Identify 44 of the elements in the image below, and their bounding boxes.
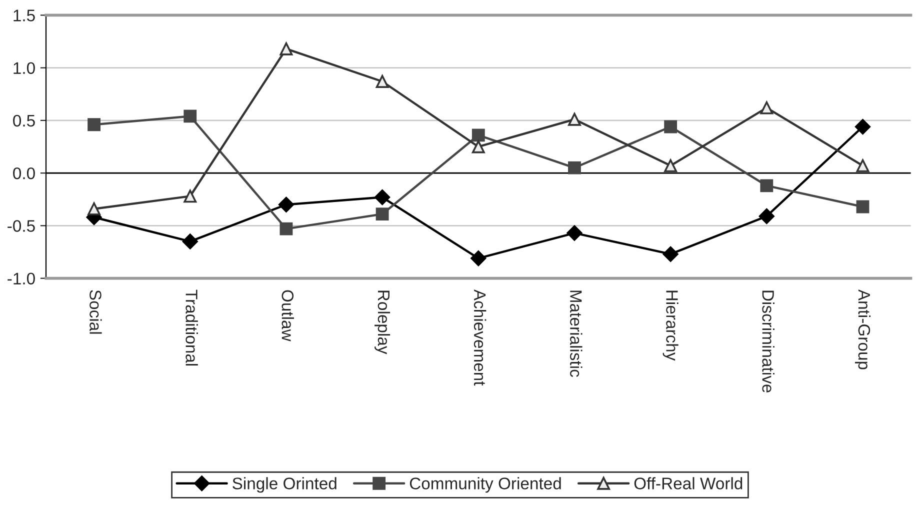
point <box>376 75 389 88</box>
point <box>568 161 581 174</box>
y-tick-label: 0.0 <box>13 167 35 180</box>
x-tick-label: Hierarchy <box>662 290 678 361</box>
x-tick-label: Roleplay <box>374 290 390 354</box>
point <box>856 200 870 214</box>
point <box>568 112 581 126</box>
point <box>184 110 197 123</box>
legend-label: Single Orinted <box>232 477 336 493</box>
x-tick-label: Traditional <box>186 290 198 366</box>
point <box>662 246 678 262</box>
point <box>280 42 293 56</box>
point <box>374 189 390 206</box>
point <box>280 222 293 236</box>
point <box>88 118 101 132</box>
point <box>664 159 678 172</box>
y-tick-label: 1.0 <box>14 62 35 74</box>
x-tick-label: Social <box>90 290 102 334</box>
point <box>88 202 101 216</box>
point <box>854 118 871 135</box>
point <box>278 196 294 212</box>
point <box>760 101 774 114</box>
point <box>184 190 197 203</box>
y-tick-label: 1.5 <box>14 10 35 22</box>
x-tick-label: Achievement <box>474 289 486 386</box>
point <box>376 208 389 221</box>
legend-label: Community Oriented <box>410 477 561 493</box>
legend-label: Off-Real World <box>634 477 742 490</box>
point <box>472 128 485 142</box>
x-tick-label: Materialistic <box>570 290 582 377</box>
point <box>182 234 198 250</box>
point <box>856 159 870 172</box>
point <box>472 140 485 154</box>
x-tick-label: Discriminative <box>762 290 774 392</box>
point <box>758 208 774 224</box>
point <box>566 225 582 241</box>
y-tick-label: -0.5 <box>8 220 35 232</box>
point <box>760 179 774 192</box>
point <box>664 120 678 134</box>
x-tick-label: Anti-Group <box>854 289 871 370</box>
x-tick-label: Outlaw <box>282 290 294 342</box>
y-tick-label: -1.0 <box>8 272 35 285</box>
y-tick-label: 0.5 <box>13 114 35 127</box>
point <box>470 250 486 266</box>
